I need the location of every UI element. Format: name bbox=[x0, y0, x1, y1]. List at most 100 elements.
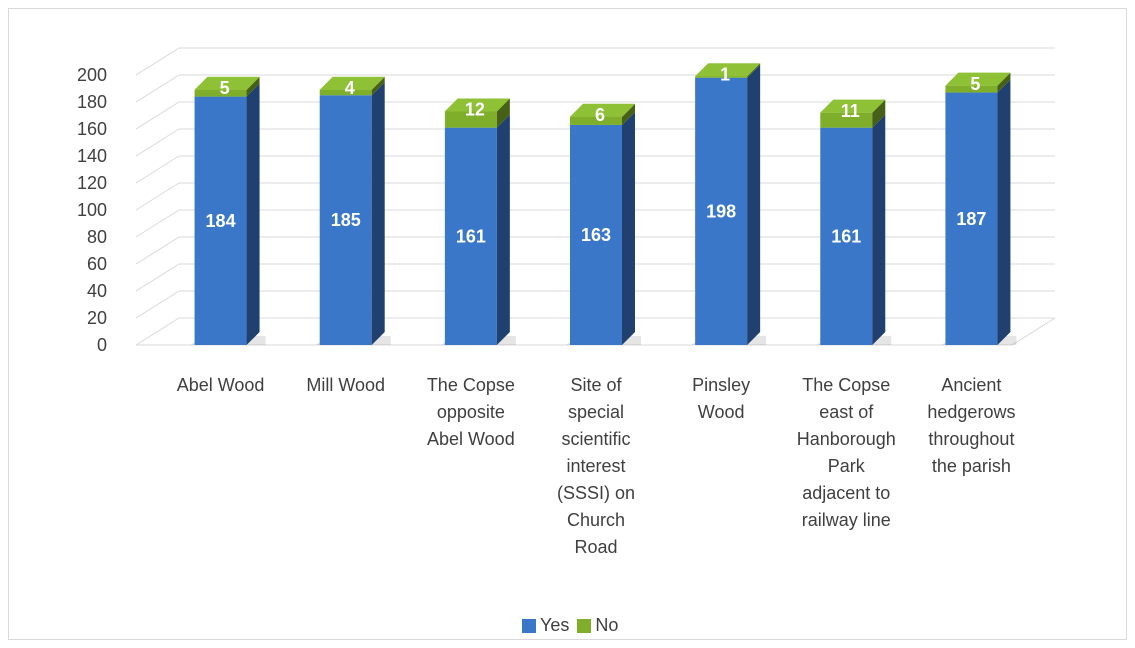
data-label-yes: 198 bbox=[706, 201, 736, 221]
bar-yes-front bbox=[695, 77, 748, 345]
x-category-label-line: Road bbox=[574, 537, 617, 557]
legend-swatch-no bbox=[577, 618, 592, 633]
bar-no-side bbox=[997, 72, 1011, 93]
gridline-diag bbox=[135, 263, 180, 292]
bar-yes-front bbox=[945, 92, 998, 345]
bar-no-side bbox=[747, 63, 761, 78]
bar-group-2 bbox=[440, 98, 516, 346]
bar-group-5 bbox=[816, 99, 892, 346]
bar-no-front bbox=[444, 111, 497, 128]
bar-yes-side bbox=[622, 111, 635, 345]
x-category-label-line: hedgerows bbox=[927, 402, 1015, 422]
bar-no-front bbox=[319, 89, 372, 96]
legend-label-yes: Yes bbox=[540, 615, 570, 635]
gridline-diag bbox=[135, 236, 180, 265]
x-category-label: Site of special scientific interest (SSSI) o… bbox=[557, 375, 635, 557]
bar-yes-front bbox=[820, 127, 873, 346]
stacked-bar-chart: 0 20 40 60 80 100 120 140 160 180 200 184 5 Abel Wood… bbox=[77, 47, 1056, 557]
data-label-yes: 185 bbox=[331, 210, 361, 230]
bar-yes-front bbox=[444, 127, 497, 346]
y-tick-label: 100 bbox=[77, 200, 107, 220]
data-label-yes: 161 bbox=[831, 226, 861, 246]
gridline-diag bbox=[135, 290, 180, 319]
legend-item-no: No bbox=[577, 615, 618, 636]
bar-no-front bbox=[695, 76, 748, 78]
x-category-label-line: The Copse bbox=[427, 375, 515, 395]
x-category-label-line: opposite bbox=[437, 402, 505, 422]
x-category-label: Abel Wood bbox=[177, 375, 265, 395]
bar-group-6 bbox=[941, 72, 1017, 346]
bar-no-side bbox=[496, 98, 510, 128]
y-tick-label: 160 bbox=[77, 119, 107, 139]
x-category-label: Mill Wood bbox=[306, 375, 385, 395]
gridline-diag bbox=[135, 155, 180, 184]
x-category-label: The Copse east of Hanborough Park adjacent t… bbox=[797, 375, 896, 530]
bar-group-1 bbox=[315, 76, 391, 345]
x-category-label-line: special bbox=[568, 402, 624, 422]
data-label-no: 4 bbox=[345, 78, 355, 98]
bar-yes-side bbox=[246, 83, 260, 345]
x-category-label-line: adjacent to bbox=[802, 483, 890, 503]
x-category-label-line: The Copse bbox=[802, 375, 890, 395]
x-category-label-line: east of bbox=[819, 402, 874, 422]
x-category-label-line: Abel Wood bbox=[177, 375, 265, 395]
data-label-yes: 163 bbox=[581, 225, 611, 245]
bar-no-cap bbox=[695, 63, 761, 77]
data-label-no: 1 bbox=[720, 64, 730, 84]
gridline-diag bbox=[135, 128, 180, 157]
bar-no-side bbox=[622, 103, 635, 125]
y-tick-label: 0 bbox=[97, 335, 107, 355]
bars-layer bbox=[190, 63, 1017, 346]
gridline-diag bbox=[135, 317, 180, 346]
x-category-label: The Copse opposite Abel Wood bbox=[427, 375, 515, 449]
bar-yes-side bbox=[747, 64, 761, 345]
bar-no-front bbox=[194, 89, 247, 97]
y-tick-label: 20 bbox=[87, 308, 107, 328]
gridline-diag bbox=[135, 209, 180, 238]
data-label-no: 12 bbox=[465, 99, 485, 119]
x-category-label-line: Mill Wood bbox=[306, 375, 385, 395]
x-category-label-line: throughout bbox=[928, 429, 1014, 449]
bar-no-cap bbox=[945, 72, 1011, 86]
x-category-label-line: scientific bbox=[561, 429, 630, 449]
data-label-no: 6 bbox=[595, 105, 605, 125]
labels-layer: 0 20 40 60 80 100 120 140 160 180 200 184 5 Abel Wood… bbox=[77, 64, 1016, 557]
x-category-label-line: Wood bbox=[698, 402, 745, 422]
y-tick-label: 80 bbox=[87, 227, 107, 247]
bar-yes-side bbox=[997, 79, 1011, 346]
y-tick-label: 180 bbox=[77, 92, 107, 112]
floor-right-edge bbox=[1011, 317, 1056, 346]
x-category-label-line: railway line bbox=[802, 510, 891, 530]
bar-yes-front bbox=[194, 96, 247, 345]
data-label-yes: 187 bbox=[956, 209, 986, 229]
data-label-yes: 184 bbox=[206, 211, 236, 231]
gridline-diag bbox=[135, 182, 180, 211]
bar-no-cap bbox=[194, 76, 260, 90]
bar-group-0 bbox=[190, 76, 266, 345]
x-category-label-line: Abel Wood bbox=[427, 429, 515, 449]
data-label-no: 5 bbox=[970, 74, 980, 94]
bar-no-side bbox=[246, 76, 260, 97]
bar-group-3 bbox=[566, 103, 641, 345]
legend: Yes No bbox=[522, 615, 618, 636]
gridline-diag bbox=[135, 101, 180, 130]
x-category-label-line: the parish bbox=[932, 456, 1011, 476]
x-category-label-line: (SSSI) on bbox=[557, 483, 635, 503]
bar-yes-side bbox=[371, 82, 385, 345]
legend-label-no: No bbox=[595, 615, 619, 635]
x-category-label-line: Site of bbox=[570, 375, 622, 395]
gridline-diag bbox=[135, 74, 180, 103]
x-category-label-line: Hanborough bbox=[797, 429, 896, 449]
legend-swatch-yes bbox=[522, 618, 536, 633]
bar-no-front bbox=[820, 112, 873, 128]
bar-yes-front bbox=[570, 124, 622, 345]
y-tick-label: 120 bbox=[77, 173, 107, 193]
x-category-label-line: Park bbox=[828, 456, 866, 476]
gridline-diag bbox=[135, 47, 180, 76]
bar-yes-side bbox=[872, 114, 886, 346]
bar-no-cap bbox=[820, 99, 886, 113]
x-category-label: Ancient hedgerows throughout the parish bbox=[927, 375, 1015, 476]
y-tick-label: 140 bbox=[77, 146, 107, 166]
bar-no-front bbox=[945, 85, 998, 93]
data-label-no: 11 bbox=[841, 101, 860, 121]
